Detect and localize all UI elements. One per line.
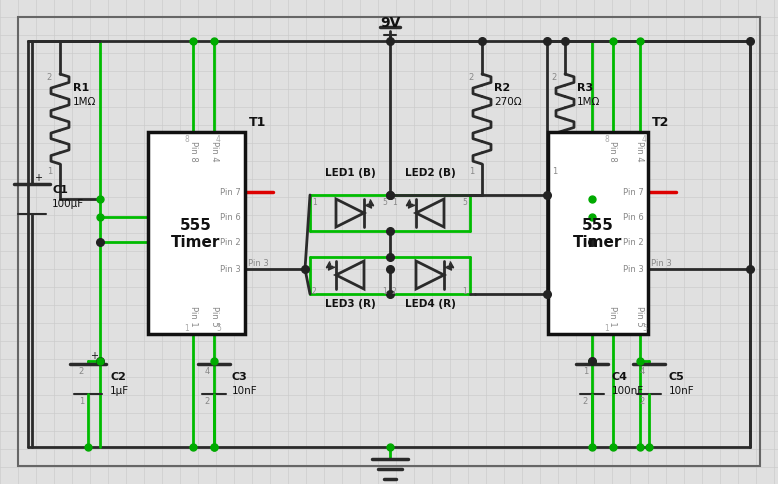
Text: LED1 (B): LED1 (B) [324, 167, 375, 178]
Text: Pin 8: Pin 8 [608, 141, 618, 162]
Text: 2: 2 [392, 287, 397, 295]
Text: C5: C5 [669, 371, 685, 381]
Text: Pin 6: Pin 6 [623, 213, 644, 222]
Text: 2: 2 [583, 396, 588, 405]
Text: 4: 4 [216, 135, 221, 144]
Text: 1: 1 [184, 323, 189, 333]
Text: C3: C3 [232, 371, 247, 381]
Text: 100μF: 100μF [52, 198, 84, 209]
Text: +: + [34, 173, 42, 182]
Text: 1: 1 [47, 166, 52, 176]
Text: 1: 1 [469, 166, 474, 176]
Text: 1: 1 [312, 197, 317, 207]
Text: C4: C4 [612, 371, 628, 381]
Text: Pin 1: Pin 1 [188, 306, 198, 326]
Text: 5: 5 [642, 323, 647, 333]
Text: Pin 1: Pin 1 [608, 306, 618, 326]
Text: 8: 8 [184, 135, 189, 144]
Text: R3: R3 [577, 83, 593, 93]
Text: Pin 3: Pin 3 [651, 258, 671, 268]
Text: 2: 2 [79, 366, 84, 375]
Bar [548, 133, 648, 334]
Text: 9V: 9V [380, 16, 400, 30]
Bar [148, 133, 245, 334]
Text: 1MΩ: 1MΩ [577, 97, 601, 107]
Text: 4: 4 [642, 135, 647, 144]
Text: LED2 (B): LED2 (B) [405, 167, 455, 178]
Text: 2: 2 [640, 396, 645, 405]
Text: C2: C2 [110, 371, 126, 381]
Text: 2: 2 [312, 287, 317, 295]
Text: 1MΩ: 1MΩ [73, 97, 96, 107]
Text: Pin 8: Pin 8 [188, 141, 198, 162]
Text: R1: R1 [73, 83, 89, 93]
Text: 270Ω: 270Ω [494, 97, 521, 107]
Text: 2: 2 [469, 73, 474, 82]
Text: 5: 5 [462, 197, 467, 207]
Text: Pin 7: Pin 7 [623, 188, 644, 197]
Text: 1μF: 1μF [110, 385, 129, 395]
Text: Pin 4: Pin 4 [209, 141, 219, 161]
Text: 1: 1 [462, 287, 467, 295]
Text: Pin 2: Pin 2 [220, 238, 241, 247]
Text: Pin 2: Pin 2 [623, 238, 644, 247]
Text: 4: 4 [205, 366, 210, 375]
Text: R2: R2 [494, 83, 510, 93]
Text: 555
Timer: 555 Timer [171, 217, 221, 250]
Text: +: + [90, 350, 98, 360]
Text: 100nF: 100nF [612, 385, 644, 395]
Text: 5: 5 [382, 197, 387, 207]
Text: Pin 4: Pin 4 [636, 141, 644, 161]
Text: 1: 1 [583, 366, 588, 375]
Text: 1: 1 [552, 166, 557, 176]
Text: 4: 4 [640, 366, 645, 375]
Text: Pin 3: Pin 3 [623, 265, 644, 274]
Text: Pin 3: Pin 3 [220, 265, 241, 274]
Text: Pin 3: Pin 3 [248, 258, 268, 268]
Text: LED3 (R): LED3 (R) [324, 298, 375, 308]
Text: Pin 5: Pin 5 [209, 306, 219, 326]
Text: 1: 1 [605, 323, 609, 333]
Text: Pin 7: Pin 7 [220, 188, 241, 197]
Text: T1: T1 [249, 116, 266, 129]
Text: 1: 1 [392, 197, 397, 207]
Text: 1: 1 [79, 396, 84, 405]
Text: 10nF: 10nF [232, 385, 258, 395]
Text: 2: 2 [205, 396, 210, 405]
Text: T2: T2 [652, 116, 669, 129]
Text: LED4 (R): LED4 (R) [405, 298, 455, 308]
Text: C1: C1 [52, 184, 68, 195]
Text: 1: 1 [382, 287, 387, 295]
Text: Pin 6: Pin 6 [220, 213, 241, 222]
Text: 5: 5 [216, 323, 221, 333]
Text: 10nF: 10nF [669, 385, 695, 395]
Text: 2: 2 [47, 73, 52, 82]
Text: 555
Timer: 555 Timer [573, 217, 622, 250]
Text: 2: 2 [552, 73, 557, 82]
Text: 8: 8 [605, 135, 609, 144]
Text: Pin 5: Pin 5 [636, 306, 644, 326]
